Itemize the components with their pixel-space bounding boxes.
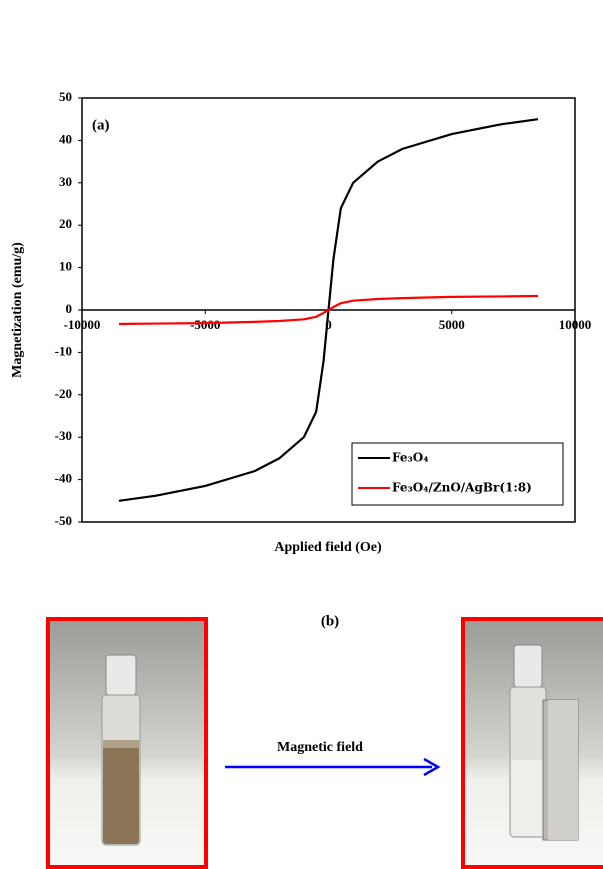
y-tick-label: 20 bbox=[59, 216, 72, 231]
x-tick-label: 0 bbox=[325, 317, 332, 332]
panel-label: (a) bbox=[92, 117, 110, 133]
y-tick-label: -40 bbox=[55, 471, 72, 486]
legend-box bbox=[351, 442, 564, 506]
y-tick-label: 40 bbox=[59, 131, 72, 146]
arrow-head bbox=[423, 757, 441, 777]
y-tick-label: 30 bbox=[59, 174, 72, 189]
y-tick-label: -10 bbox=[55, 343, 72, 358]
y-tick-label: -20 bbox=[55, 386, 72, 401]
y-tick-label: -50 bbox=[55, 513, 72, 528]
y-tick-label: -30 bbox=[55, 428, 72, 443]
arrow-label: Magnetic field bbox=[277, 740, 363, 755]
y-tick-label: 0 bbox=[66, 301, 73, 316]
x-tick-label: 5000 bbox=[439, 317, 465, 332]
photo-before bbox=[46, 617, 208, 869]
x-tick-label: 10000 bbox=[559, 317, 592, 332]
legend-label: Fe₃O₄/ZnO/AgBr(1:8) bbox=[392, 481, 532, 495]
x-tick-label: -5000 bbox=[190, 317, 220, 332]
y-tick-label: 10 bbox=[59, 259, 72, 274]
y-axis-label: Magnetization (emu/g) bbox=[10, 242, 25, 378]
x-tick-label: -10000 bbox=[64, 317, 101, 332]
panel-label: (b) bbox=[321, 613, 339, 629]
y-tick-label: 50 bbox=[59, 89, 72, 104]
x-axis-label: Applied field (Oe) bbox=[274, 540, 382, 555]
photo-after bbox=[461, 617, 603, 869]
legend-label: Fe₃O₄ bbox=[392, 451, 428, 465]
series-line bbox=[118, 294, 539, 326]
